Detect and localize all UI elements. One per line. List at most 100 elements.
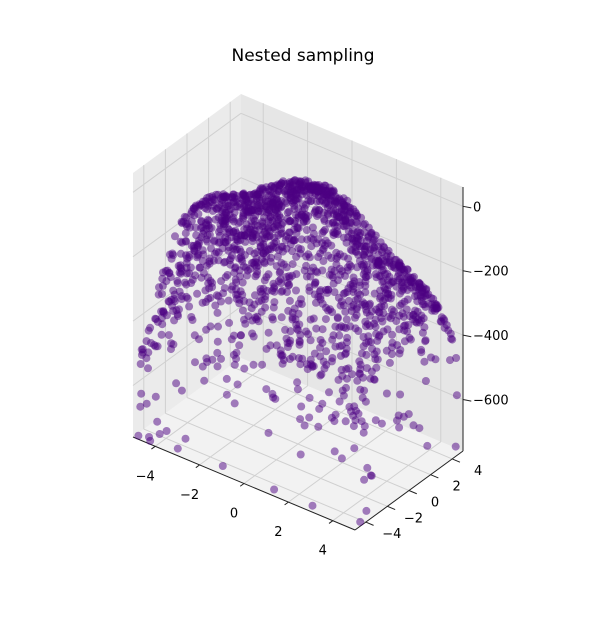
data-point <box>300 421 309 430</box>
data-point <box>423 441 432 450</box>
data-point <box>187 313 196 321</box>
x-tick-mark <box>195 464 200 469</box>
data-point <box>273 213 282 222</box>
data-point <box>446 329 455 338</box>
data-point <box>157 330 166 339</box>
data-point <box>446 356 454 365</box>
data-point <box>390 307 398 316</box>
data-point <box>368 344 377 353</box>
data-point <box>235 341 244 350</box>
data-point <box>328 335 337 344</box>
data-point <box>283 208 292 217</box>
data-point <box>321 190 330 199</box>
data-point <box>205 230 214 239</box>
data-point <box>367 471 376 480</box>
data-point <box>332 212 341 221</box>
data-point <box>305 413 314 422</box>
data-point <box>240 297 248 305</box>
z-tick-label: −200 <box>473 265 509 280</box>
data-point <box>305 393 314 402</box>
x-tick-mark <box>328 520 334 524</box>
data-point <box>359 428 368 437</box>
x-tick-mark <box>284 501 289 506</box>
data-point <box>341 271 349 280</box>
data-point <box>308 501 317 510</box>
y-tick-mark <box>365 521 374 526</box>
data-point <box>247 207 256 216</box>
data-point <box>242 220 251 229</box>
data-point <box>262 385 271 394</box>
data-point <box>251 291 259 300</box>
data-point <box>173 444 182 453</box>
data-point <box>213 308 222 317</box>
data-point <box>308 223 317 232</box>
data-point <box>371 416 380 425</box>
data-point <box>155 430 164 438</box>
data-point <box>230 399 239 408</box>
data-point <box>144 364 152 373</box>
y-tick-mark <box>452 458 461 463</box>
data-point <box>177 386 186 395</box>
data-point <box>286 355 294 363</box>
data-point <box>395 259 404 268</box>
data-point <box>273 252 282 261</box>
data-point <box>172 379 181 388</box>
data-point <box>335 323 344 332</box>
data-point <box>153 417 162 426</box>
data-point <box>360 386 369 395</box>
data-point <box>297 402 306 411</box>
data-point <box>296 331 305 339</box>
data-point <box>232 354 241 363</box>
data-point <box>185 302 194 311</box>
data-point <box>199 250 208 259</box>
data-point <box>228 215 237 224</box>
data-point <box>214 322 222 331</box>
data-point <box>320 216 329 225</box>
data-point <box>277 313 286 322</box>
data-point <box>295 336 304 345</box>
data-point <box>243 271 251 280</box>
data-point <box>191 358 199 367</box>
data-point <box>342 365 351 374</box>
data-point <box>256 287 265 296</box>
data-point <box>230 242 239 250</box>
data-point <box>136 402 145 411</box>
data-point <box>288 315 297 324</box>
data-point <box>230 360 239 369</box>
data-point <box>205 257 214 266</box>
data-point <box>277 259 286 268</box>
data-point <box>169 251 178 259</box>
data-point <box>302 226 311 234</box>
data-point <box>379 327 388 336</box>
data-point <box>363 364 371 373</box>
data-point <box>349 422 358 431</box>
x-tick-label: −2 <box>180 488 199 503</box>
data-point <box>223 271 232 279</box>
data-point <box>371 315 380 324</box>
data-point <box>318 266 327 275</box>
data-point <box>189 204 198 213</box>
data-point <box>406 335 415 344</box>
z-tick-mark <box>462 205 472 209</box>
data-point <box>321 315 330 324</box>
data-point <box>330 417 339 426</box>
data-point <box>224 296 233 305</box>
data-point <box>272 341 281 350</box>
y-tick-label: −4 <box>382 527 401 542</box>
data-point <box>256 204 265 213</box>
y-tick-mark <box>430 474 439 479</box>
data-point <box>240 201 249 210</box>
data-point <box>283 214 292 223</box>
data-point <box>294 354 303 363</box>
data-point <box>388 338 397 347</box>
data-point <box>388 330 397 339</box>
data-point <box>292 270 301 279</box>
data-point <box>403 265 412 274</box>
data-point <box>362 273 371 282</box>
data-point <box>232 195 241 204</box>
data-point <box>332 260 341 269</box>
data-point <box>228 251 236 260</box>
y-tick-mark <box>387 505 396 511</box>
data-point <box>350 444 359 453</box>
